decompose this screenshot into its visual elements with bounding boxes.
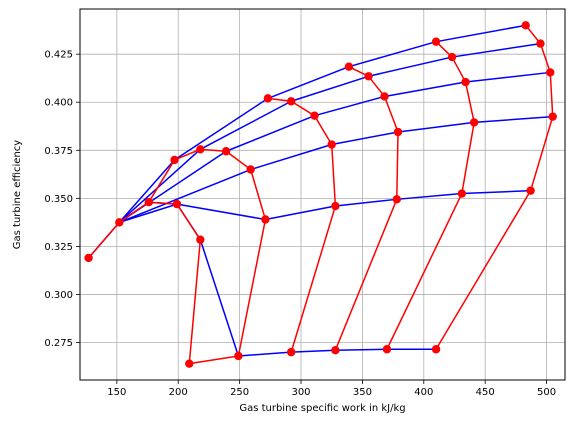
data-point-13 — [286, 97, 296, 106]
x-axis-ticks: 150 200 250 300 350 400 450 500 — [107, 380, 556, 398]
data-point-34 — [526, 186, 535, 195]
data-point-7 — [196, 145, 205, 154]
data-point-32 — [546, 68, 555, 77]
data-point-33 — [548, 112, 557, 121]
data-point-26 — [461, 77, 470, 87]
x-tick-label-0: 150 — [107, 387, 126, 398]
data-point-16 — [331, 201, 340, 211]
x-tick-label-1: 200 — [169, 387, 188, 398]
data-point-21 — [393, 127, 403, 137]
data-point-27 — [469, 118, 479, 127]
blue-line-0 — [118, 24, 526, 223]
blue-line-1 — [118, 42, 541, 223]
blue-line-3 — [119, 115, 553, 224]
data-point-11 — [234, 351, 243, 361]
y-tick-label-4: 0.375 — [44, 146, 73, 157]
y-tick-label-5: 0.400 — [44, 98, 73, 109]
x-axis-label: Gas turbine specific work in kJ/kg — [239, 403, 405, 414]
y-tick-label-6: 0.425 — [44, 50, 73, 61]
data-point-24 — [431, 37, 441, 46]
data-point-5 — [185, 359, 194, 368]
data-point-14 — [310, 111, 319, 120]
x-tick-label-3: 300 — [291, 387, 310, 398]
data-point-31 — [536, 39, 545, 48]
data-point-2 — [144, 197, 153, 207]
data-point-28 — [457, 189, 467, 198]
data-point-35 — [431, 345, 441, 354]
markers-group — [84, 21, 557, 368]
plot-frame — [79, 8, 566, 381]
y-axis-label: Gas turbine efficiency — [12, 140, 23, 250]
data-point-6 — [170, 155, 179, 165]
y-tick-label-2: 0.325 — [44, 242, 73, 253]
x-tick-label-6: 450 — [476, 387, 495, 398]
data-point-1 — [115, 218, 124, 227]
data-point-15 — [327, 140, 336, 149]
data-point-22 — [392, 195, 401, 204]
data-point-8 — [221, 147, 231, 156]
y-tick-label-0: 0.275 — [44, 338, 73, 349]
grid — [80, 9, 565, 380]
blue-line-2 — [118, 71, 551, 223]
x-tick-label-7: 500 — [537, 387, 556, 398]
x-tick-label-4: 350 — [353, 387, 372, 398]
data-point-30 — [521, 21, 530, 30]
y-axis-ticks: 0.275 0.300 0.325 0.350 0.375 0.400 0.425 — [44, 50, 80, 349]
y-tick-label-1: 0.300 — [44, 290, 73, 301]
x-tick-label-5: 400 — [414, 387, 433, 398]
x-tick-label-2: 250 — [230, 387, 249, 398]
data-point-10 — [261, 215, 270, 224]
data-point-17 — [286, 347, 296, 357]
data-point-19 — [364, 72, 373, 81]
data-point-0 — [84, 253, 93, 263]
data-point-3 — [172, 199, 182, 209]
data-point-9 — [246, 165, 255, 174]
data-point-12 — [263, 94, 273, 103]
data-point-23 — [331, 346, 340, 355]
data-point-25 — [447, 52, 457, 62]
y-tick-label-3: 0.350 — [44, 194, 73, 205]
data-point-20 — [380, 92, 389, 101]
data-point-18 — [344, 62, 354, 71]
data-point-4 — [196, 235, 205, 244]
data-point-29 — [382, 345, 392, 354]
